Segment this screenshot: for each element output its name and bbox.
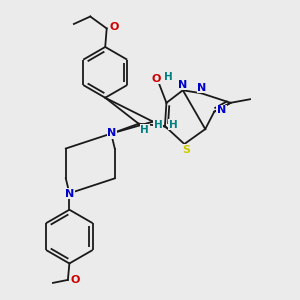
Text: N: N xyxy=(65,189,75,199)
Text: N: N xyxy=(217,105,226,115)
Text: O: O xyxy=(152,74,161,84)
Text: H: H xyxy=(154,120,163,130)
Text: S: S xyxy=(182,145,190,155)
Text: O: O xyxy=(70,275,80,285)
Text: O: O xyxy=(109,22,119,32)
Text: N: N xyxy=(178,80,187,90)
Text: N: N xyxy=(107,128,116,138)
Text: H: H xyxy=(164,72,173,82)
Text: N: N xyxy=(197,83,207,93)
Text: H: H xyxy=(169,120,178,130)
Text: H: H xyxy=(140,125,149,135)
